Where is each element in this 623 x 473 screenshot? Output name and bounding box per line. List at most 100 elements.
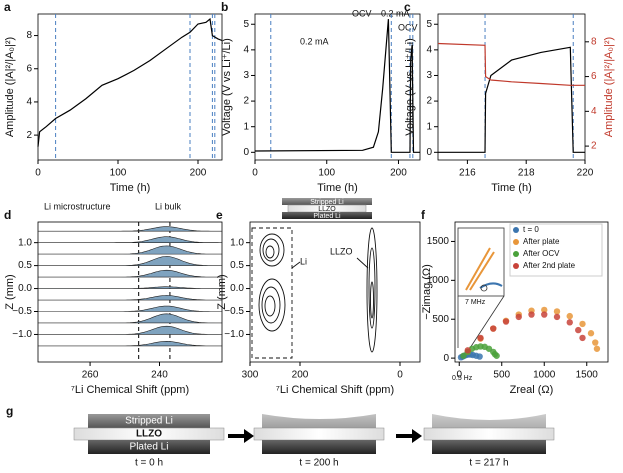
layer-label: Plated Li <box>130 442 169 453</box>
x-tick-label: 1000 <box>533 370 556 381</box>
y-axis-label: −Zimag (Ω) <box>421 264 433 320</box>
x-axis-label: Zreal (Ω) <box>510 384 554 396</box>
layer-label: Stripped Li <box>125 416 173 427</box>
profile <box>37 286 223 289</box>
point <box>575 326 582 334</box>
y-tick-label: 2 <box>26 130 32 141</box>
y-axis-label: Z (mm) <box>216 274 228 309</box>
point <box>592 339 599 346</box>
point <box>541 306 548 314</box>
y-tick-label: 2 <box>243 96 249 107</box>
y-tick-label: 5 <box>243 19 249 30</box>
x-tick-label: 0 <box>397 370 403 381</box>
x-tick-label: 300 <box>242 370 259 381</box>
point <box>460 352 467 359</box>
annotation: 0.2 mA <box>300 36 329 46</box>
annotation: OCV <box>398 22 418 32</box>
point <box>502 318 510 325</box>
annotation: 0.2 mA <box>381 8 410 18</box>
point <box>493 352 500 359</box>
stack-label: LLZO <box>318 206 336 213</box>
x-tick-label: 100 <box>110 168 127 179</box>
legend-marker <box>513 239 519 245</box>
y-tick-label: 0 <box>443 353 449 364</box>
panel-label: f <box>421 208 426 222</box>
layer-label: LLZO <box>136 429 162 440</box>
point <box>593 345 601 352</box>
y-tick-label: 3 <box>426 70 432 81</box>
y-tick-label: 3 <box>243 70 249 81</box>
profile <box>37 313 223 324</box>
point <box>579 334 586 342</box>
y-axis-label: Z (mm) <box>4 274 16 309</box>
point <box>515 313 522 321</box>
stack-label: Stripped Li <box>310 199 344 206</box>
plot-frame <box>37 221 223 363</box>
annotation: Li <box>300 256 307 266</box>
data-line <box>438 46 585 153</box>
y-tick-label: −0.5 <box>224 306 244 317</box>
x-tick-label: 0 <box>456 370 462 381</box>
point <box>553 308 561 315</box>
profile <box>37 226 223 232</box>
point <box>553 313 561 321</box>
time-label: t = 217 h <box>469 458 508 469</box>
panel-label: c <box>404 0 411 14</box>
x-tick-label: 200 <box>390 168 407 179</box>
y2-tick-label: 8 <box>591 36 597 47</box>
y-tick-label: 4 <box>426 45 432 56</box>
point <box>566 312 573 320</box>
profile <box>37 340 223 347</box>
y-tick-label: −0.5 <box>12 306 32 317</box>
point <box>566 319 573 326</box>
point <box>587 330 595 337</box>
time-label: t = 0 h <box>135 458 163 469</box>
y-tick-label: 6 <box>26 63 32 74</box>
panel-label: e <box>216 208 223 222</box>
x-axis-label: ⁷Li Chemical Shift (ppm) <box>71 384 189 396</box>
plot-frame <box>37 13 223 161</box>
y-axis-label: Amplitude (|A|²/|A₀|²) <box>4 37 16 137</box>
arrow <box>396 429 422 443</box>
y2-axis-label: Amplitude (|A|²/|A₀|²) <box>603 37 615 137</box>
y-tick-label: −1.0 <box>12 329 32 340</box>
y-tick-label: −1.0 <box>224 329 244 340</box>
legend-label: After plate <box>523 237 560 246</box>
annotation: LLZO <box>330 246 353 256</box>
y-tick-label: 0.0 <box>230 283 244 294</box>
x-tick-label: 200 <box>292 370 309 381</box>
legend-label: t = 0 <box>523 225 539 234</box>
y-tick-label: 1500 <box>427 236 450 247</box>
profile <box>37 236 223 243</box>
annotation: 0.5 Hz <box>452 375 473 382</box>
data-line <box>437 42 585 86</box>
y-tick-label: 0.0 <box>18 283 32 294</box>
legend-marker <box>513 227 519 233</box>
annotation: 7 MHz <box>465 299 486 306</box>
cell-t217: t = 217 h <box>423 414 555 469</box>
x-tick-label: 240 <box>151 370 168 381</box>
legend-marker <box>513 263 519 269</box>
y-tick-label: 1.0 <box>230 237 244 248</box>
plot-frame <box>254 13 421 161</box>
profile <box>37 256 223 266</box>
x-tick-label: 218 <box>518 168 535 179</box>
legend-label: After OCV <box>523 249 560 258</box>
y-tick-label: 1000 <box>427 275 450 286</box>
panel-label: b <box>221 0 228 14</box>
y-tick-label: 0.5 <box>18 260 32 271</box>
y-tick-label: 4 <box>243 45 249 56</box>
contours <box>251 227 378 359</box>
plot-frame <box>454 221 609 363</box>
y-tick-label: 0.5 <box>230 260 244 271</box>
annotation: Li microstructure <box>44 201 111 211</box>
x-tick-label: 220 <box>577 168 594 179</box>
cell-t200: t = 200 h <box>253 414 385 469</box>
y-tick-label: 0 <box>243 147 249 158</box>
point <box>541 311 548 318</box>
panel-label: d <box>4 208 11 222</box>
x-tick-label: 216 <box>459 168 476 179</box>
y-axis-label: Voltage (V vs Li⁺/Li) <box>221 38 233 136</box>
annotation: Li bulk <box>155 201 182 211</box>
